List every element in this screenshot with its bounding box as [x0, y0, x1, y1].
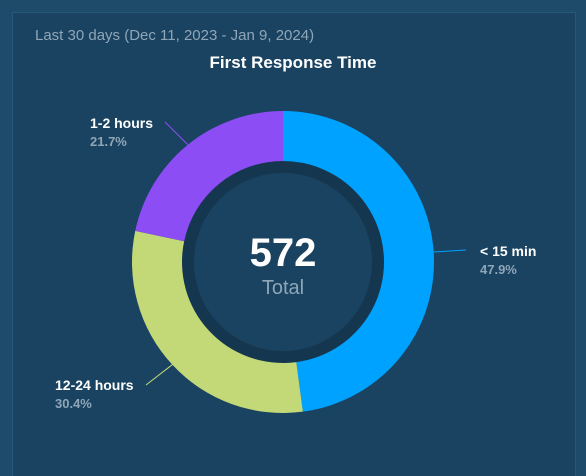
slice-1-2-hours[interactable]: [135, 111, 283, 242]
leader-line-12-24-hours: [145, 364, 173, 386]
leader-line-1-2-hours: [164, 121, 189, 146]
leader-lines: [145, 121, 467, 386]
slice-label-15-min: < 15 min: [480, 243, 536, 259]
slice-label-12-24-hours: 12-24 hours: [55, 377, 134, 393]
leader-line-15-min: [433, 249, 467, 253]
donut-inner-shadow: [182, 161, 384, 363]
slice-label-1-2-hours: 1-2 hours: [90, 115, 153, 131]
slice-percent-15-min: 47.9%: [480, 262, 517, 277]
center-total-label: Total: [262, 277, 304, 299]
date-range-subtitle: Last 30 days (Dec 11, 2023 - Jan 9, 2024…: [35, 27, 315, 44]
slice-percent-12-24-hours: 30.4%: [55, 396, 92, 411]
donut-hole: [194, 173, 372, 351]
center-total-value: 572: [250, 231, 317, 275]
chart-title: First Response Time: [209, 53, 377, 72]
slice-12-24-hours[interactable]: [132, 230, 303, 413]
slice-labels: < 15 min 47.9% 12-24 hours 30.4% 1-2 hours 21…: [55, 115, 536, 411]
slice-percent-1-2-hours: 21.7%: [90, 134, 127, 149]
donut-slices: [132, 111, 434, 413]
slice-15-min[interactable]: [283, 111, 434, 412]
